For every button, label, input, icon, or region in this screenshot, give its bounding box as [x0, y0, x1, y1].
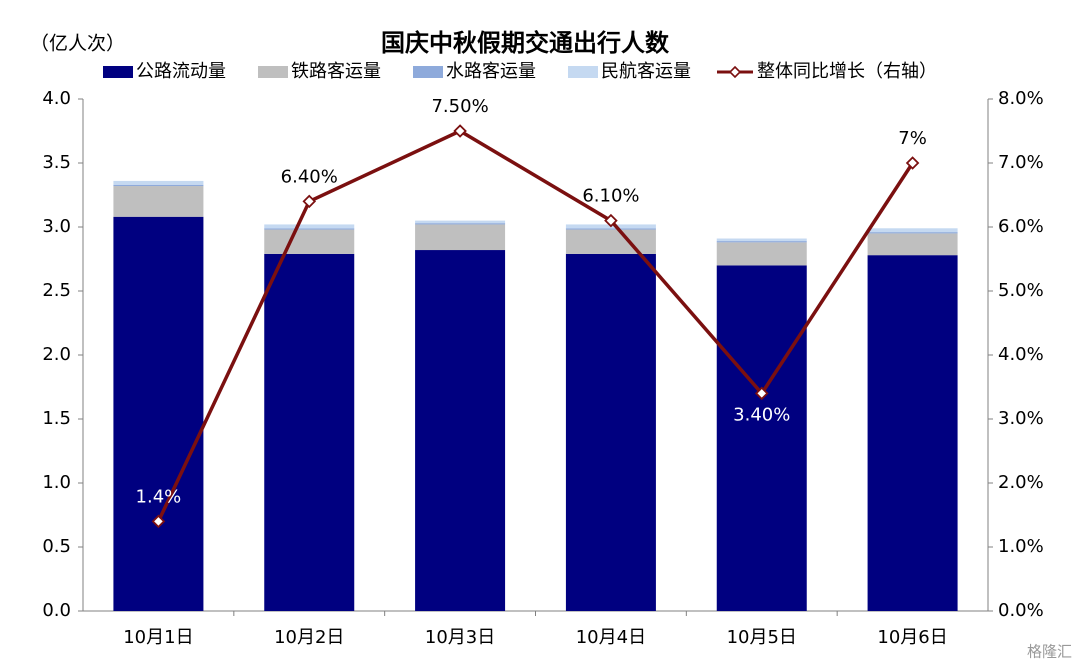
- legend-label: 水路客运量: [446, 61, 536, 82]
- bar-segment: [565, 228, 656, 230]
- bar-segment: [113, 216, 204, 611]
- y2-tick-label: 3.0%: [998, 408, 1044, 429]
- bar-segment: [415, 250, 506, 612]
- bar-segment: [415, 223, 506, 225]
- line-marker: [754, 386, 769, 401]
- watermark: 格隆汇: [1027, 643, 1072, 661]
- data-label: 3.40%: [733, 404, 790, 425]
- line-marker: [604, 213, 618, 228]
- bar-segment: [716, 238, 807, 242]
- x-tick-label: 10月5日: [727, 627, 797, 648]
- x-tick-label: 10月4日: [576, 627, 646, 648]
- line-marker: [905, 156, 920, 170]
- bar-segment: [113, 186, 204, 217]
- data-label: 1.4%: [136, 486, 182, 507]
- bar-segment: [113, 184, 204, 187]
- legend-label: 铁路客运量: [291, 61, 381, 82]
- y2-tick-label: 0.0%: [998, 600, 1044, 621]
- legend-swatch: [103, 66, 133, 78]
- bar-segment: [867, 233, 958, 256]
- y2-tick-label: 1.0%: [998, 536, 1044, 557]
- x-tick-label: 10月1日: [123, 627, 193, 648]
- y-tick-label: 4.0: [42, 88, 71, 109]
- line-marker: [302, 194, 317, 209]
- bar-segment: [716, 241, 807, 243]
- bar-segment: [113, 180, 204, 185]
- x-tick-label: 10月3日: [425, 627, 495, 648]
- legend-label: 公路流动量: [136, 61, 226, 82]
- y-tick-label: 1.5: [42, 408, 71, 429]
- data-label: 6.10%: [582, 186, 639, 207]
- line-marker: [453, 124, 467, 138]
- line: [156, 129, 915, 523]
- x-tick-label: 10月2日: [274, 627, 344, 648]
- legend-label: 整体同比增长（右轴）: [757, 61, 937, 82]
- y-tick-label: 3.5: [42, 152, 71, 173]
- bar-segment: [264, 253, 355, 611]
- bar-segment: [415, 220, 506, 224]
- y2-tick-label: 7.0%: [998, 152, 1044, 173]
- bar-segment: [264, 229, 355, 254]
- legend-marker: [728, 65, 742, 79]
- bar-segment: [716, 242, 807, 266]
- line-marker: [151, 514, 166, 529]
- data-label: 7%: [898, 128, 927, 149]
- y2-tick-label: 8.0%: [998, 88, 1044, 109]
- y2-tick-label: 4.0%: [998, 344, 1044, 365]
- data-label: 7.50%: [431, 96, 488, 117]
- y-tick-label: 2.5: [42, 280, 71, 301]
- bar-segment: [565, 229, 656, 254]
- y-tick-label: 3.0: [42, 216, 71, 237]
- y2-tick-label: 6.0%: [998, 216, 1044, 237]
- y2-tick-label: 5.0%: [998, 280, 1044, 301]
- bar-segment: [565, 253, 656, 611]
- y-tick-label: 1.0: [42, 472, 71, 493]
- chart-title: 国庆中秋假期交通出行人数: [381, 29, 670, 57]
- y-tick-label: 0.5: [42, 536, 71, 557]
- bar-segment: [867, 232, 958, 234]
- legend-label: 民航客运量: [601, 61, 691, 82]
- bar-segment: [716, 265, 807, 611]
- bar-segment: [264, 224, 355, 229]
- bar-segment: [264, 228, 355, 230]
- data-label: 6.40%: [281, 166, 338, 187]
- bar-segment: [867, 228, 958, 233]
- y-tick-label: 0.0: [42, 600, 71, 621]
- legend-swatch: [568, 66, 598, 78]
- y-axis-label: （亿人次）: [30, 33, 125, 55]
- x-tick-label: 10月6日: [877, 627, 947, 648]
- legend-swatch: [258, 66, 288, 78]
- legend-swatch: [413, 66, 443, 78]
- bar-segment: [867, 255, 958, 611]
- y-tick-label: 2.0: [42, 344, 71, 365]
- y2-tick-label: 2.0%: [998, 472, 1044, 493]
- bar-segment: [415, 224, 506, 251]
